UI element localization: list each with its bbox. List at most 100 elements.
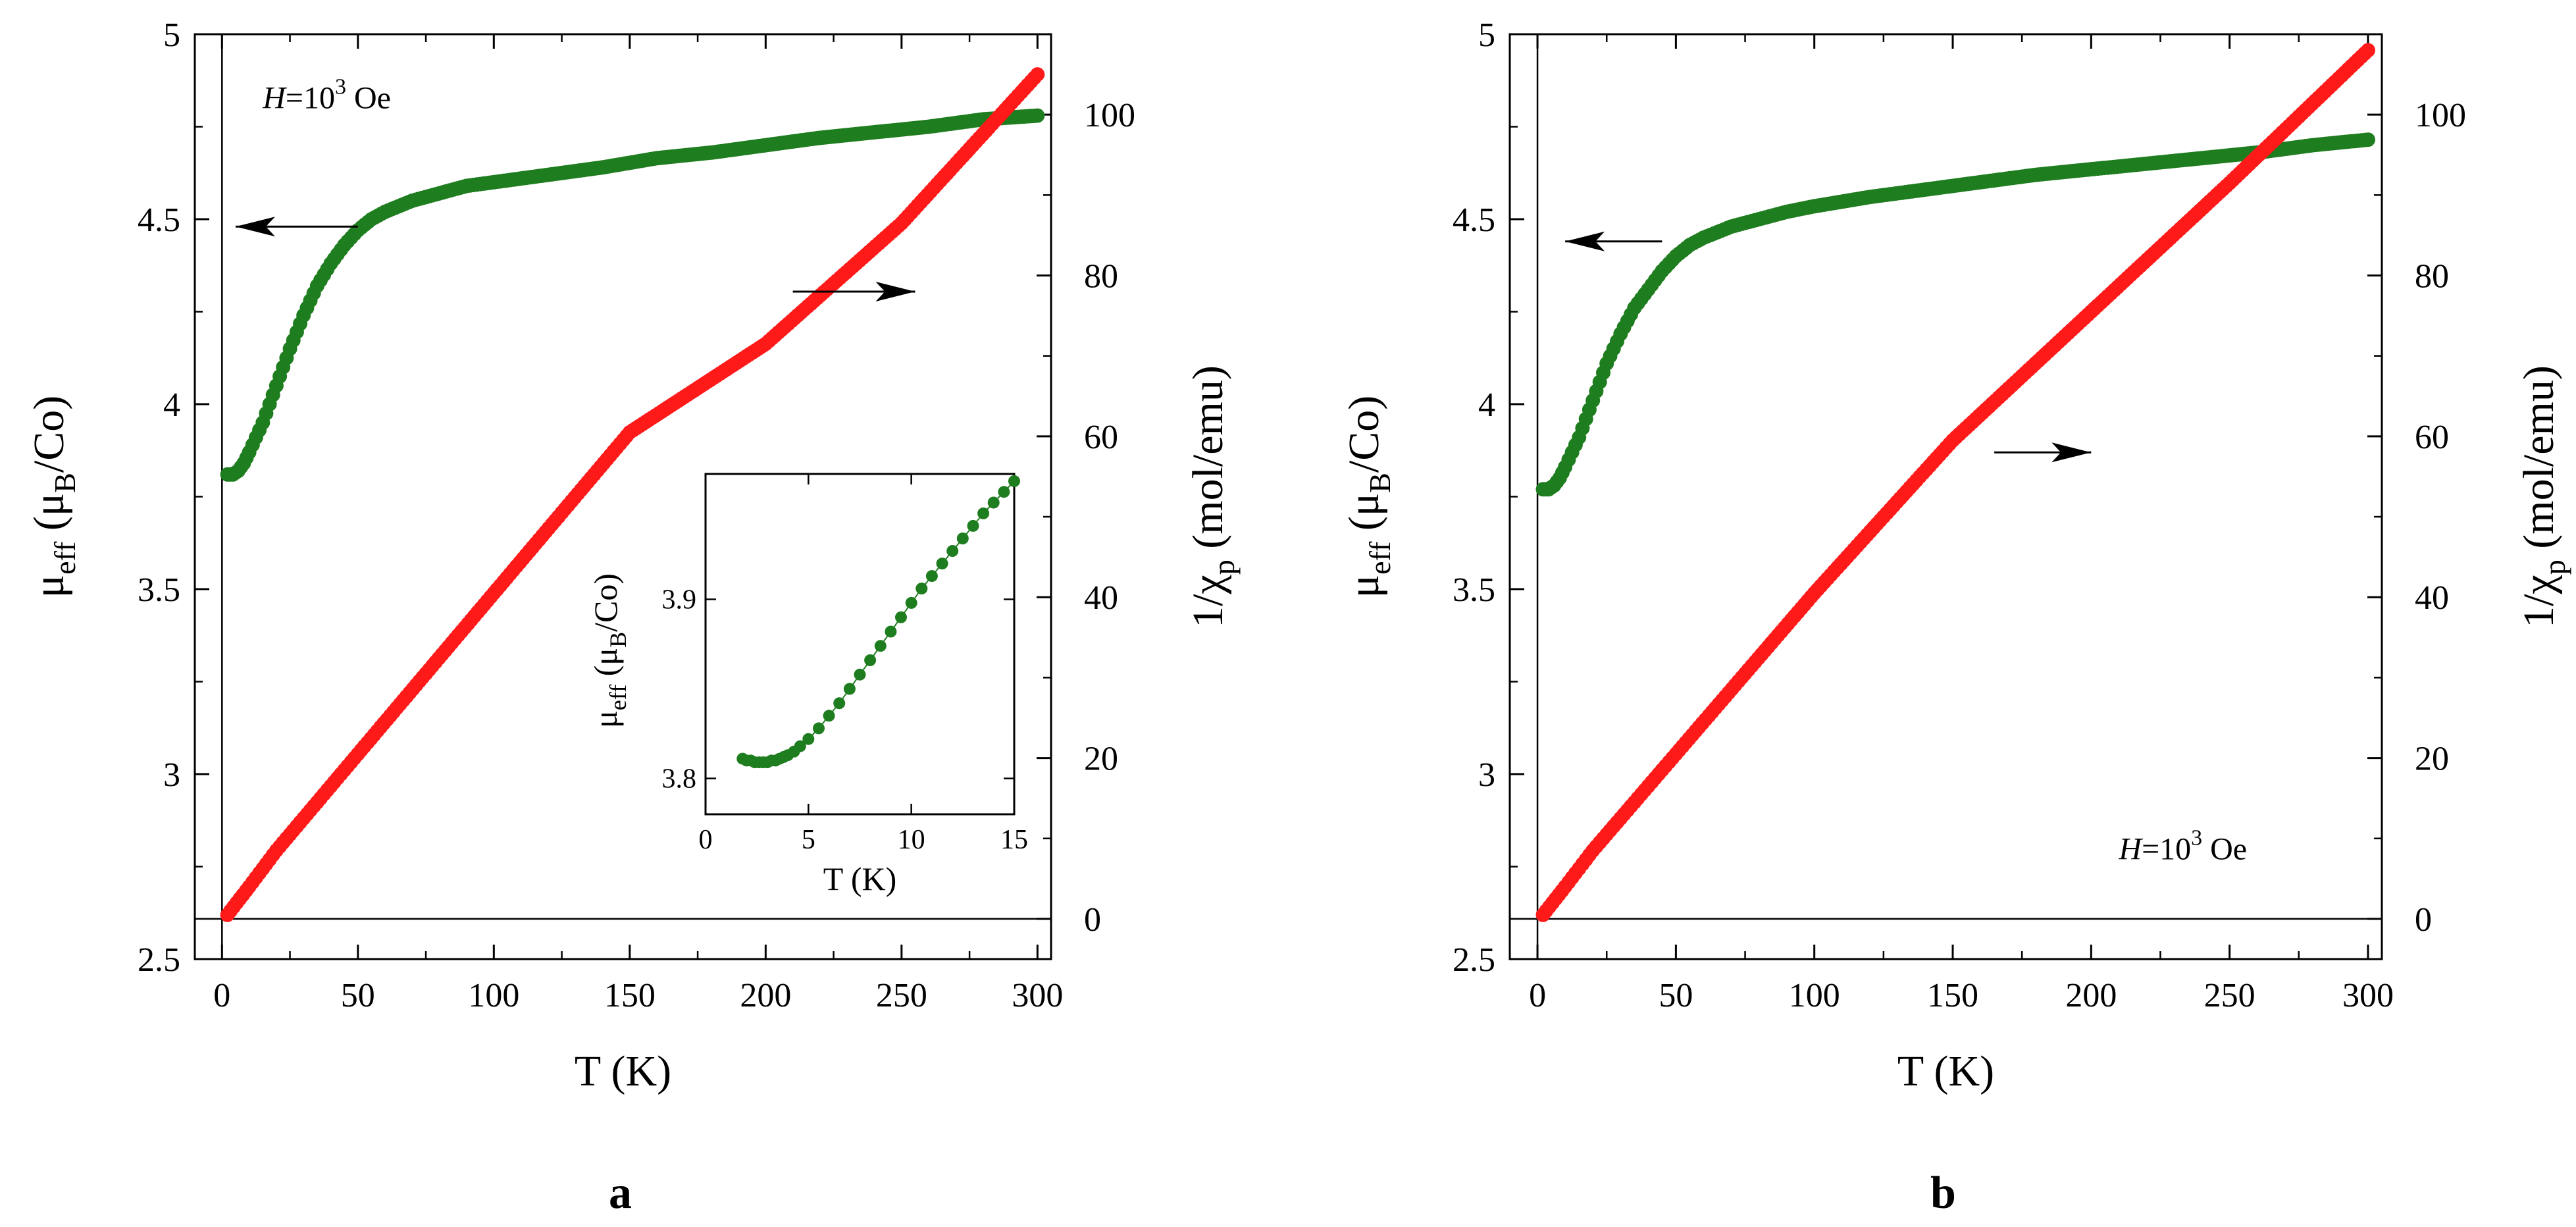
y-left-tick-label: 4 [163,386,180,424]
y-axis-left-label: μeff (μB/Co) [25,396,82,598]
y-left-label-sub1: eff [1363,541,1397,575]
y-left-tick-label: 2.5 [1453,941,1495,979]
y-left-tick-label: 2.5 [138,941,180,979]
y-right-label-sub: p [1207,560,1241,575]
y-left-tick-label: 5 [163,16,180,54]
inset-data-point [925,570,938,583]
series-mu-eff [220,108,1045,482]
y-right-tick-label: 100 [1084,97,1135,134]
y-axis-right-ticks: 0 20 40 60 80 100 [1037,97,1135,939]
inset-y-tick-label: 3.9 [662,585,697,615]
inset-data-point [998,486,1010,498]
y-left-tick-label: 3 [163,756,180,794]
inset-data-point [874,640,887,652]
x-tick-label: 150 [604,977,656,1014]
annotation-field-unit: Oe [2202,831,2247,866]
panel-label: a [609,1168,632,1218]
x-tick-label: 300 [1012,977,1063,1014]
x-axis-label: T (K) [1897,1047,1994,1095]
panel-label: b [1930,1168,1956,1218]
inset-data-point [823,710,835,722]
inset-data-point [854,668,866,681]
x-tick-label: 300 [2342,977,2394,1014]
inset-x-tick-label: 5 [802,825,815,855]
inset-data-point [802,733,815,745]
y-left-tick-label: 4.5 [1453,201,1495,239]
y-right-label-tail: (mol/emu) [1184,365,1232,560]
x-tick-label: 100 [468,977,519,1014]
inset-data-point [915,583,928,595]
annotation-field-exponent: 3 [2191,825,2202,850]
x-tick-label: 50 [341,977,375,1014]
arrow-right-head [875,281,915,301]
y-right-tick-label: 0 [2415,901,2432,939]
x-tick-label: 250 [876,977,927,1014]
y-right-tick-label: 40 [2415,579,2449,617]
inset-data-point [946,545,959,557]
inset-data-point [987,496,1000,509]
inset-x-axis-label: T (K) [823,860,897,897]
y-left-label-sub2: B [1363,473,1397,493]
y-left-tick-label: 4 [1478,386,1495,424]
y-left-label-sub2: B [48,473,82,493]
field-annotation: H=103 Oe [262,74,391,115]
x-axis-ticks: 0 50 100 150 200 250 300 [213,34,1063,1014]
y-left-label-sub1: eff [48,541,82,575]
annotation-field-value: =10 [2142,831,2191,866]
series-mu-eff [1535,132,2375,497]
inset-y-label-sub1: eff [605,685,631,710]
panel-a: 0 50 100 150 200 250 3002.533.544.550204060801… [25,16,1241,1218]
annotation-field-unit: Oe [346,80,391,115]
inset-data-point [977,507,990,519]
inset-y-axis-label: μeff (μB/Co) [587,573,631,728]
data-point [2361,43,2375,58]
x-tick-label: 150 [1927,977,1978,1014]
y-right-label-tail: (mol/emu) [2515,365,2563,560]
inset-data-point [936,558,948,570]
y-left-tick-label: 5 [1478,16,1495,54]
y-right-tick-label: 80 [1084,258,1118,296]
inset-chart: 0 5 10 15 3.8 3.9 T (K) μeff (μB/Co) [587,473,1028,897]
series-inverse-chi [220,67,1045,922]
y-axis-right-label: 1/χp (mol/emu) [2515,365,2571,628]
y-left-tick-label: 3.5 [138,571,180,609]
x-tick-label: 200 [740,977,791,1014]
y-right-tick-label: 60 [1084,419,1118,456]
data-point [1030,108,1045,123]
y-left-label-tail: /Co) [25,396,73,473]
inset-data-point [895,611,907,623]
y-right-tick-label: 20 [2415,741,2449,778]
series-inverse-chi [1535,43,2375,922]
x-axis-label: T (K) [575,1047,671,1095]
y-left-label-main: μ [25,575,73,598]
inset-x-tick-label: 15 [1000,825,1028,855]
inset-x-tick-label: 10 [898,825,925,855]
y-left-label-main: μ [1340,575,1388,598]
y-axis-left-label: μeff (μB/Co) [1340,396,1397,598]
inset-data-point [843,683,856,695]
y-left-tick-label: 3 [1478,756,1495,794]
annotation-field-exponent: 3 [335,74,346,99]
data-point [2361,132,2375,147]
arrow-right-head [2051,442,2092,463]
y-left-label-mid: (μ [1340,493,1388,542]
arrow-left-head [235,217,275,237]
y-right-label-sub: p [2538,560,2571,575]
y-axis-right-ticks: 0 20 40 60 80 100 [2367,97,2466,939]
inset-y-label-tail: /Co) [587,573,624,632]
x-tick-label: 200 [2065,977,2117,1014]
inset-data-point [794,740,806,752]
annotation-field-symbol: H [2118,831,2143,866]
y-right-tick-label: 100 [2415,97,2466,134]
inset-data-point [1008,475,1020,487]
y-right-tick-label: 0 [1084,901,1101,939]
x-axis-ticks: 0 50 100 150 200 250 300 [1529,34,2394,1014]
y-axis-left-ticks: 2.5 3 3.5 4 4.5 5 [1453,16,1524,979]
x-tick-label: 100 [1789,977,1840,1014]
inset-data-point [905,596,917,609]
y-right-label-main: 1/χ [2515,575,2563,628]
field-annotation: H=103 Oe [2118,825,2247,866]
y-right-tick-label: 80 [2415,258,2449,296]
